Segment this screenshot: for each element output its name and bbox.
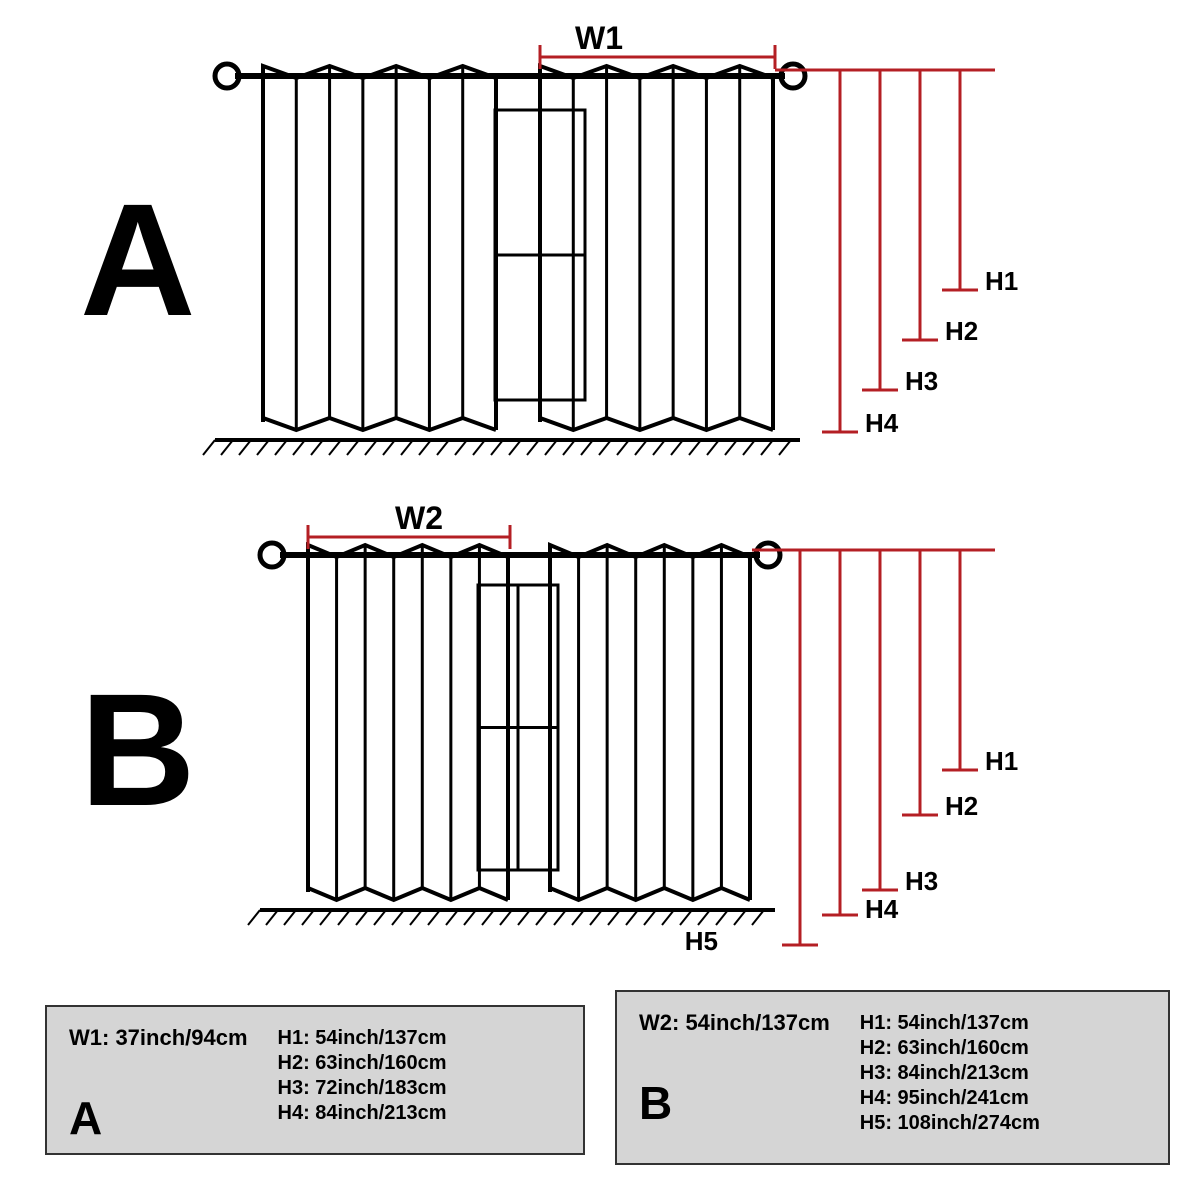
svg-text:H1: H1 bbox=[985, 266, 1018, 296]
svg-text:H4: H4 bbox=[865, 894, 899, 924]
svg-text:H2: H2 bbox=[945, 316, 978, 346]
info-box-b: W2: 54inch/137cm B H1: 54inch/137cmH2: 6… bbox=[615, 990, 1170, 1165]
svg-text:H4: H4 bbox=[865, 408, 899, 438]
svg-text:H2: H2 bbox=[945, 791, 978, 821]
info-h-line: H3: 84inch/213cm bbox=[860, 1062, 1040, 1085]
svg-text:H3: H3 bbox=[905, 366, 938, 396]
info-h-line: H4: 95inch/241cm bbox=[860, 1087, 1040, 1110]
svg-text:H1: H1 bbox=[985, 746, 1018, 776]
info-h-line: H5: 108inch/274cm bbox=[860, 1112, 1040, 1135]
info-box-a: W1: 37inch/94cm A H1: 54inch/137cmH2: 63… bbox=[45, 1005, 585, 1155]
svg-text:H5: H5 bbox=[685, 926, 718, 956]
info-h-line: H4: 84inch/213cm bbox=[278, 1102, 447, 1125]
info-b-w: W2: 54inch/137cm bbox=[639, 1010, 830, 1036]
svg-text:H3: H3 bbox=[905, 866, 938, 896]
info-a-letter: A bbox=[69, 1091, 220, 1145]
info-h-line: H1: 54inch/137cm bbox=[860, 1012, 1040, 1035]
info-a-w: W1: 37inch/94cm bbox=[69, 1025, 248, 1051]
info-b-letter: B bbox=[639, 1076, 802, 1130]
info-h-line: H2: 63inch/160cm bbox=[860, 1037, 1040, 1060]
info-h-line: H3: 72inch/183cm bbox=[278, 1077, 447, 1100]
info-h-line: H1: 54inch/137cm bbox=[278, 1027, 447, 1050]
info-h-line: H2: 63inch/160cm bbox=[278, 1052, 447, 1075]
